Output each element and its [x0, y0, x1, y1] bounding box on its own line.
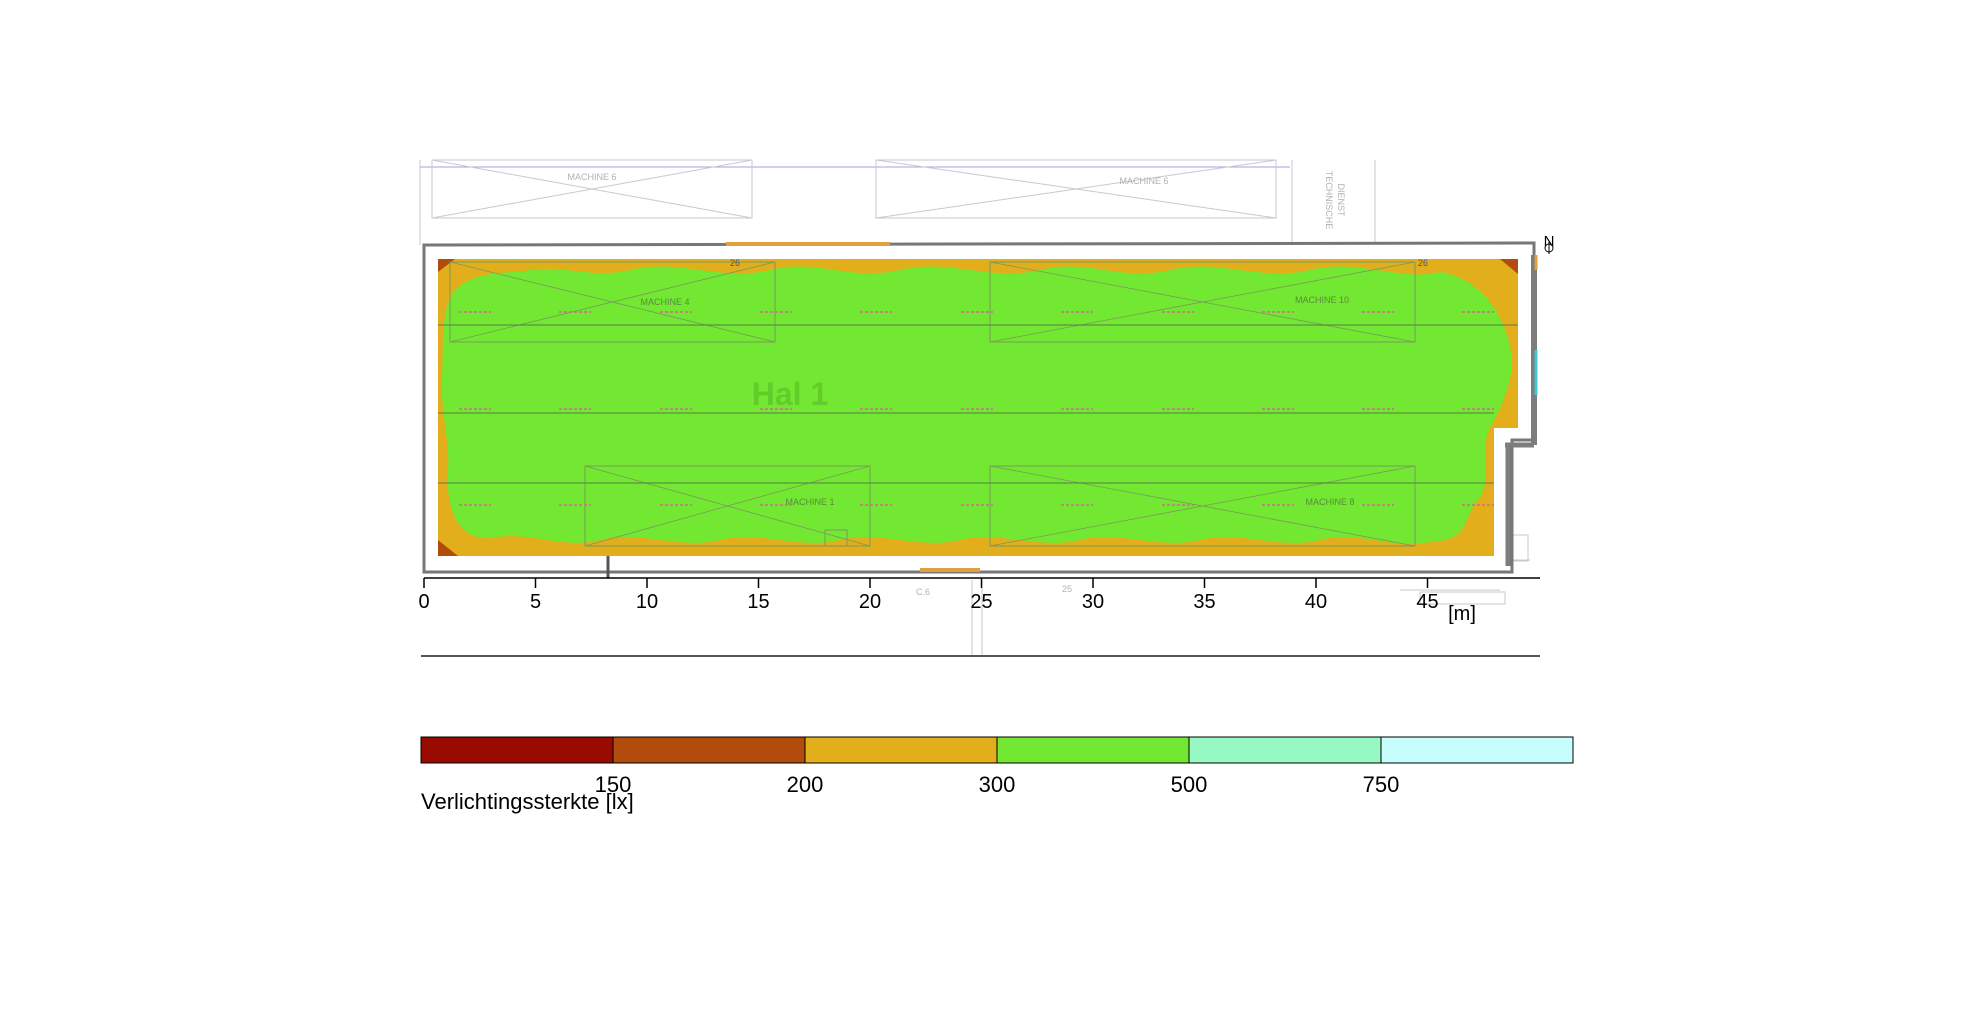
legend-swatch	[612, 736, 806, 764]
x-axis-tick-label: 10	[636, 591, 658, 613]
small-mark: 25	[1062, 584, 1072, 594]
legend-swatch	[804, 736, 998, 764]
machine-label: MACHINE 6	[1119, 176, 1168, 186]
legend-threshold-label: 750	[1363, 772, 1400, 797]
legend: Verlichtingssterkte [lx] 150 200 300 500 750	[420, 736, 1574, 814]
zone-corner-low	[1500, 259, 1518, 274]
north-arrow: N	[1544, 233, 1555, 254]
x-axis-tick-label: 25	[970, 591, 992, 613]
zone-300-500	[441, 266, 1512, 544]
room-mark: 26	[730, 258, 740, 268]
legend-threshold-label: 150	[595, 772, 632, 797]
machine-label: MACHINE 6	[567, 172, 616, 182]
x-axis: [m] 0 5 10 15 20 25 30 35 40 45	[418, 577, 1540, 625]
room-mark: 26	[1418, 258, 1428, 268]
x-axis-tick-label: 35	[1193, 591, 1215, 613]
hall-machines: MACHINE 4 MACHINE 10 MACHINE 1 MACHINE 8…	[438, 258, 1518, 547]
x-axis-tick-label: 40	[1305, 591, 1327, 613]
legend-threshold-label: 500	[1171, 772, 1208, 797]
legend-swatch	[996, 736, 1190, 764]
machine-label: MACHINE 8	[1305, 497, 1354, 507]
x-axis-tick-label: 15	[747, 591, 769, 613]
room-label: Hal 1	[752, 376, 828, 412]
x-axis-tick-label: 0	[418, 591, 429, 613]
machine-label: MACHINE 1	[785, 497, 834, 507]
machine-label: MACHINE 4	[640, 297, 689, 307]
north-label: N	[1544, 233, 1555, 250]
x-axis-tick-label: 30	[1082, 591, 1104, 613]
x-axis-tick-label: 20	[859, 591, 881, 613]
illuminance-zones	[438, 259, 1518, 556]
machine-outline	[875, 159, 1277, 219]
machine-label: MACHINE 10	[1295, 295, 1349, 305]
x-axis-tick-label: 45	[1416, 591, 1438, 613]
zone-corner-low	[438, 540, 458, 556]
background-drawing: MACHINE 6 MACHINE 6 TECHNISCHE DIENST C.…	[419, 159, 1530, 655]
technical-room-label-1: TECHNISCHE	[1324, 171, 1334, 230]
legend-swatch	[1380, 736, 1574, 764]
legend-title: Verlichtingssterkte [lx]	[421, 789, 634, 814]
legend-swatch	[420, 736, 614, 764]
legend-threshold-label: 200	[787, 772, 824, 797]
machine-outline	[431, 159, 753, 219]
luminaire-layer	[459, 311, 1494, 506]
legend-threshold-label: 300	[979, 772, 1016, 797]
x-axis-unit: [m]	[1448, 603, 1476, 625]
x-axis-tick-label: 5	[530, 591, 541, 613]
technical-room-label-2: DIENST	[1336, 183, 1346, 217]
legend-swatch	[1188, 736, 1382, 764]
small-mark: C.6	[916, 587, 930, 597]
